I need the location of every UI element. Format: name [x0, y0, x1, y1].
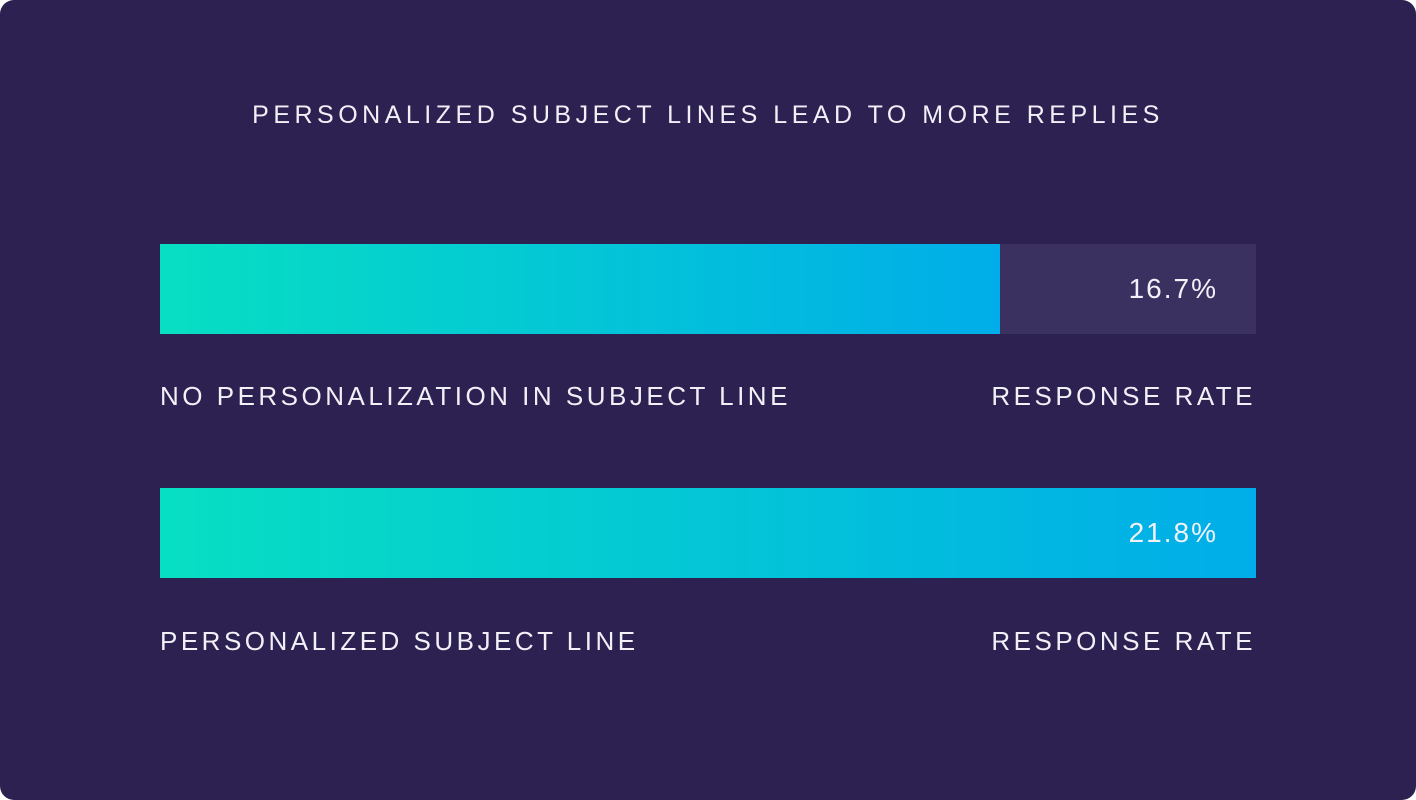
metric-label-no-personalization: RESPONSE RATE [991, 381, 1256, 411]
bar-fill-personalized [160, 488, 1256, 578]
chart-area: 16.7% NO PERSONALIZATION IN SUBJECT LINE… [160, 0, 1256, 800]
bar-fill-no-personalization [160, 244, 1000, 334]
metric-label-personalized: RESPONSE RATE [991, 626, 1256, 656]
label-row-no-personalization: NO PERSONALIZATION IN SUBJECT LINE RESPO… [160, 381, 1256, 412]
bar-track-personalized: 21.8% [160, 488, 1256, 578]
bar-value-no-personalization: 16.7% [1128, 273, 1218, 304]
bar-label-no-personalization: NO PERSONALIZATION IN SUBJECT LINE [160, 381, 791, 411]
chart-title: PERSONALIZED SUBJECT LINES LEAD TO MORE … [252, 101, 1164, 129]
bar-track-no-personalization: 16.7% [160, 244, 1256, 334]
bar-value-personalized: 21.8% [1128, 517, 1218, 548]
label-row-personalized: PERSONALIZED SUBJECT LINE RESPONSE RATE [160, 626, 1256, 657]
bar-label-personalized: PERSONALIZED SUBJECT LINE [160, 626, 639, 656]
